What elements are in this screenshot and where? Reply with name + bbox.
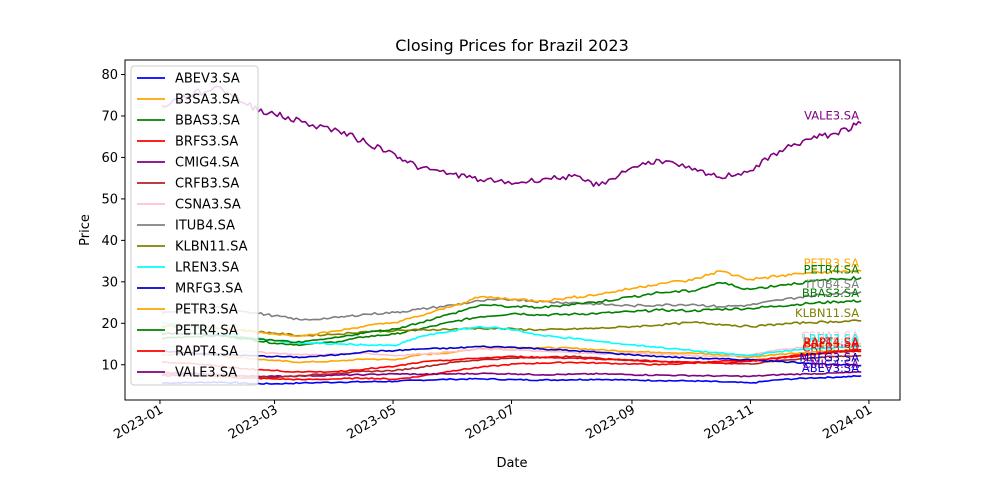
series-end-label: VALE3.SA xyxy=(804,108,859,122)
y-tick-label: 60 xyxy=(101,151,118,166)
legend-entry-label: B3SA3.SA xyxy=(175,93,239,108)
legend-entry-label: KLBN11.SA xyxy=(175,240,248,255)
series-lines xyxy=(161,85,862,385)
series-line-petr4-sa xyxy=(161,275,862,344)
series-end-label: CRFB3.SA xyxy=(802,341,859,355)
legend-entry-label: PETR4.SA xyxy=(175,324,238,339)
x-axis-label: Date xyxy=(496,456,527,471)
series-end-label: BRFS3.SA xyxy=(803,336,859,350)
series-line-bbas3-sa xyxy=(161,299,862,347)
legend-entry-label: CSNA3.SA xyxy=(175,198,241,213)
series-end-labels: ABEV3.SA B3SA3.SA BBAS3.SA BRFS3.SA CMIG4.SA… xyxy=(795,108,859,375)
series-end-label: B3SA3.SA xyxy=(802,335,859,349)
legend-entry-label: MRFG3.SA xyxy=(175,282,243,297)
y-tick-label: 20 xyxy=(101,317,118,332)
legend-box xyxy=(130,65,259,386)
legend: ABEV3.SA B3SA3.SA BBAS3.SA BRFS3.SA CMIG4.SA… xyxy=(130,65,259,386)
y-tick-label: 70 xyxy=(101,109,118,124)
series-end-label: ABEV3.SA xyxy=(802,361,859,375)
y-tick-label: 50 xyxy=(101,192,118,207)
series-end-label: RAPT4.SA xyxy=(803,335,859,349)
y-tick-label: 10 xyxy=(101,358,118,373)
series-line-abev3-sa xyxy=(161,374,862,385)
legend-entry-label: CRFB3.SA xyxy=(175,177,239,192)
legend-entry-label: VALE3.SA xyxy=(175,366,237,381)
series-end-label: BBAS3.SA xyxy=(802,286,859,300)
series-end-label: KLBN11.SA xyxy=(795,306,859,320)
series-end-label: CMIG4.SA xyxy=(803,357,860,371)
chart-title: Closing Prices for Brazil 2023 xyxy=(395,36,629,55)
plot-frame xyxy=(124,59,901,401)
y-axis-ticks: 10 20 30 40 50 60 70 80 xyxy=(101,68,125,373)
series-end-label: PETR4.SA xyxy=(804,263,860,277)
y-axis-label: Price xyxy=(78,214,93,246)
series-line-mrfg3-sa xyxy=(161,345,862,367)
legend-entry-label: BBAS3.SA xyxy=(175,114,240,129)
legend-entry-label: CMIG4.SA xyxy=(175,156,239,171)
series-end-label: ITUB4.SA xyxy=(806,277,859,291)
y-tick-label: 40 xyxy=(101,234,118,249)
series-line-crfb3-sa xyxy=(161,354,862,379)
series-end-label: MRFG3.SA xyxy=(799,351,859,365)
series-line-rapt4-sa xyxy=(161,348,862,374)
legend-entry-label: ITUB4.SA xyxy=(175,219,235,234)
series-line-cmig4-sa xyxy=(161,370,862,378)
series-end-label: PETR3.SA xyxy=(804,256,860,270)
legend-entry-label: PETR3.SA xyxy=(175,303,238,318)
legend-entry-label: RAPT4.SA xyxy=(175,345,238,360)
series-end-label: LREN3.SA xyxy=(803,332,860,346)
y-tick-label: 80 xyxy=(101,68,118,83)
y-tick-label: 30 xyxy=(101,275,118,290)
legend-entry-label: LREN3.SA xyxy=(175,261,239,276)
series-line-petr3-sa xyxy=(161,269,862,338)
legend-entry-label: ABEV3.SA xyxy=(175,72,240,87)
legend-entry-label: BRFS3.SA xyxy=(175,135,238,150)
series-end-label: CSNA3.SA xyxy=(801,329,859,343)
series-line-vale3-sa xyxy=(161,85,862,187)
